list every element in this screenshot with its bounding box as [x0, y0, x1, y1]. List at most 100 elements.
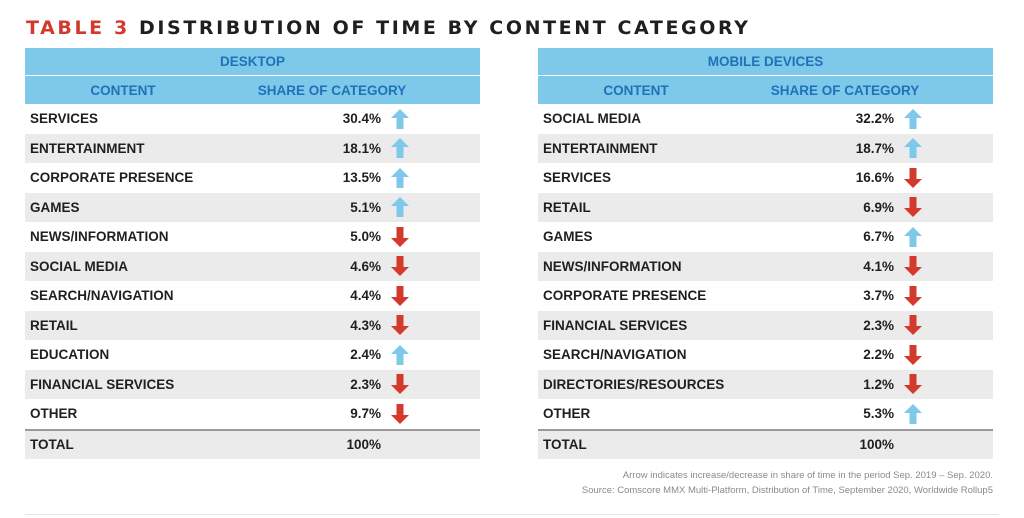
share-value: 32.2% — [855, 111, 894, 127]
share-value: 5.1% — [350, 199, 381, 215]
arrow-down-icon — [387, 314, 413, 336]
arrow-up-icon — [900, 108, 926, 130]
arrow-up-icon — [900, 226, 926, 248]
share-value: 2.4% — [350, 347, 381, 363]
share-value: 4.3% — [350, 317, 381, 333]
arrow-down-icon — [900, 255, 926, 277]
arrow-down-icon — [387, 285, 413, 307]
content-category: FINANCIAL SERVICES — [30, 376, 175, 392]
share-value: 16.6% — [855, 170, 894, 186]
content-category: GAMES — [30, 199, 80, 215]
content-category: SOCIAL MEDIA — [30, 258, 129, 274]
arrow-up-icon — [387, 137, 413, 159]
mobile-table: MOBILE DEVICES CONTENT SHARE OF CATEGORY… — [538, 48, 993, 459]
arrow-down-icon — [387, 373, 413, 395]
divider — [25, 514, 999, 515]
content-category: ENTERTAINMENT — [543, 140, 658, 156]
table-row: NEWS/INFORMATION 5.0% — [25, 222, 480, 252]
total-value: 100% — [859, 437, 894, 452]
share-value: 2.3% — [863, 317, 894, 333]
content-category: EDUCATION — [30, 347, 110, 363]
table-row: GAMES 5.1% — [25, 192, 480, 222]
content-category: SOCIAL MEDIA — [543, 111, 642, 127]
table-row: RETAIL 4.3% — [25, 310, 480, 340]
share-value: 5.3% — [863, 406, 894, 422]
table-row: FINANCIAL SERVICES 2.3% — [25, 369, 480, 399]
share-value: 4.6% — [350, 258, 381, 274]
arrow-down-icon — [900, 314, 926, 336]
share-value: 2.3% — [350, 376, 381, 392]
table-row: SERVICES 16.6% — [538, 163, 993, 193]
arrow-down-icon — [900, 167, 926, 189]
share-value: 18.7% — [855, 140, 894, 156]
content-category: SEARCH/NAVIGATION — [30, 288, 174, 304]
desktop-header: DESKTOP — [25, 48, 480, 76]
content-category: NEWS/INFORMATION — [543, 258, 682, 274]
content-category: FINANCIAL SERVICES — [543, 317, 688, 333]
share-value: 9.7% — [350, 406, 381, 422]
content-column-header: CONTENT — [90, 82, 156, 98]
table-row: SOCIAL MEDIA 4.6% — [25, 251, 480, 281]
total-label: TOTAL — [30, 437, 74, 452]
table-row: SERVICES 30.4% — [25, 104, 480, 134]
share-value: 4.1% — [863, 258, 894, 274]
table-row: GAMES 6.7% — [538, 222, 993, 252]
content-category: RETAIL — [543, 199, 591, 215]
mobile-column-headers: CONTENT SHARE OF CATEGORY — [538, 76, 993, 104]
mobile-header: MOBILE DEVICES — [538, 48, 993, 76]
arrow-down-icon — [900, 196, 926, 218]
share-column-header: SHARE OF CATEGORY — [257, 82, 407, 98]
share-value: 2.2% — [863, 347, 894, 363]
content-category: CORPORATE PRESENCE — [30, 170, 194, 186]
content-category: SERVICES — [543, 170, 612, 186]
share-value: 18.1% — [342, 140, 381, 156]
arrow-up-icon — [387, 196, 413, 218]
content-category: OTHER — [30, 406, 78, 422]
table-row: SOCIAL MEDIA 32.2% — [538, 104, 993, 134]
desktop-table: DESKTOP CONTENT SHARE OF CATEGORY SERVIC… — [25, 48, 480, 459]
share-value: 6.9% — [863, 199, 894, 215]
share-value: 1.2% — [863, 376, 894, 392]
arrow-up-icon — [387, 167, 413, 189]
footnote: Arrow indicates increase/decrease in sha… — [582, 468, 993, 498]
content-category: ENTERTAINMENT — [30, 140, 145, 156]
arrow-down-icon — [387, 403, 413, 425]
share-value: 4.4% — [350, 288, 381, 304]
share-value: 13.5% — [342, 170, 381, 186]
desktop-total-row: TOTAL 100% — [25, 428, 480, 459]
table-row: RETAIL 6.9% — [538, 192, 993, 222]
footnote-source: Source: Comscore MMX Multi-Platform, Dis… — [581, 485, 993, 496]
content-category: RETAIL — [30, 317, 78, 333]
table-row: FINANCIAL SERVICES 2.3% — [538, 310, 993, 340]
arrow-up-icon — [387, 344, 413, 366]
desktop-column-headers: CONTENT SHARE OF CATEGORY — [25, 76, 480, 104]
arrow-up-icon — [900, 403, 926, 425]
table-row: EDUCATION 2.4% — [25, 340, 480, 370]
table-row: ENTERTAINMENT 18.7% — [538, 133, 993, 163]
arrow-up-icon — [900, 137, 926, 159]
total-value: 100% — [346, 437, 381, 452]
share-column-header: SHARE OF CATEGORY — [770, 82, 920, 98]
total-label: TOTAL — [543, 437, 587, 452]
content-category: OTHER — [543, 406, 591, 422]
arrow-down-icon — [900, 344, 926, 366]
share-value: 5.0% — [350, 229, 381, 245]
content-category: SEARCH/NAVIGATION — [543, 347, 687, 363]
content-column-header: CONTENT — [603, 82, 669, 98]
table-row: DIRECTORIES/RESOURCES 1.2% — [538, 369, 993, 399]
table-title-text: DISTRIBUTION OF TIME BY CONTENT CATEGORY — [139, 17, 751, 39]
arrow-down-icon — [387, 255, 413, 277]
mobile-total-row: TOTAL 100% — [538, 428, 993, 459]
table-row: CORPORATE PRESENCE 13.5% — [25, 163, 480, 193]
table-number: TABLE 3 — [26, 17, 130, 39]
table-row: CORPORATE PRESENCE 3.7% — [538, 281, 993, 311]
share-value: 30.4% — [342, 111, 381, 127]
content-category: DIRECTORIES/RESOURCES — [543, 376, 725, 392]
table-row: NEWS/INFORMATION 4.1% — [538, 251, 993, 281]
content-category: GAMES — [543, 229, 593, 245]
share-value: 6.7% — [863, 229, 894, 245]
content-category: SERVICES — [30, 111, 99, 127]
table-row: ENTERTAINMENT 18.1% — [25, 133, 480, 163]
arrow-down-icon — [387, 226, 413, 248]
table-row: SEARCH/NAVIGATION 4.4% — [25, 281, 480, 311]
